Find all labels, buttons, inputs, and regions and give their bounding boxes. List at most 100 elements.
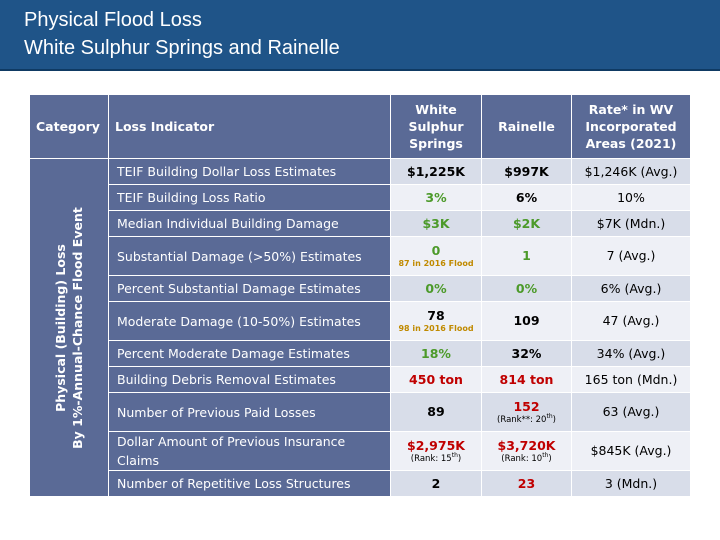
- wss-cell: $2,975K (Rank: 15th): [390, 431, 482, 471]
- wss-cell: $1,225K: [390, 158, 482, 185]
- rainelle-cell: $997K: [481, 158, 572, 185]
- wss-cell-value: 18%: [421, 345, 451, 361]
- wss-cell-value: 0%: [425, 280, 447, 296]
- wv-rate-cell: $845K (Avg.): [571, 431, 691, 471]
- wss-cell-value: 78: [427, 308, 445, 323]
- rank-text: (Rank**: 20: [497, 414, 547, 425]
- header-white-sulphur-springs: White Sulphur Springs: [390, 94, 482, 159]
- category-line-1: Physical (Building) Loss: [53, 243, 68, 412]
- wss-cell: 0%: [390, 275, 482, 302]
- wss-cell: $3K: [390, 210, 482, 237]
- table-row: Percent Substantial Damage Estimates 0% 0%…: [30, 275, 691, 302]
- rainelle-cell-value: 1: [522, 248, 531, 263]
- rainelle-cell: $2K: [481, 210, 572, 237]
- wv-rate-cell: 3 (Mdn.): [571, 470, 691, 497]
- table-body: Physical (Building) Loss By 1%-Annual-Cha…: [29, 158, 691, 497]
- wv-rate-cell: $1,246K (Avg.): [571, 158, 691, 185]
- loss-indicator-cell: Median Individual Building Damage: [108, 210, 391, 237]
- rainelle-cell-value: $997K: [504, 163, 549, 179]
- wss-cell-value: 89: [427, 404, 445, 419]
- rainelle-cell-value: $2K: [512, 215, 541, 231]
- rank-text: (Rank: 10: [501, 453, 543, 464]
- wv-rate-cell: 6% (Avg.): [571, 275, 691, 302]
- rainelle-cell-rank: (Rank: 10th): [486, 451, 567, 465]
- loss-indicator-cell: Dollar Amount of Previous Insurance Clai…: [108, 431, 391, 471]
- rainelle-cell-value: 0%: [515, 280, 538, 296]
- rainelle-cell: $3,720K (Rank: 10th): [481, 431, 572, 471]
- wss-cell: 0 87 in 2016 Flood: [390, 236, 482, 276]
- rainelle-cell: 32%: [481, 340, 572, 367]
- wss-cell: 78 98 in 2016 Flood: [390, 301, 482, 341]
- wss-cell-flood-note: 87 in 2016 Flood: [398, 259, 474, 268]
- header-rate-wv: Rate* in WV Incorporated Areas (2021): [571, 94, 691, 159]
- rank-ordinal: th: [451, 451, 458, 459]
- wv-rate-cell: 47 (Avg.): [571, 301, 691, 341]
- category-label: Physical (Building) Loss By 1%-Annual-Cha…: [52, 207, 86, 449]
- rank-close: ): [548, 453, 552, 464]
- loss-indicator-cell: Percent Moderate Damage Estimates: [108, 340, 391, 367]
- wss-cell-value: 450 ton: [409, 371, 463, 387]
- rank-text: (Rank: 15: [410, 453, 452, 464]
- wss-cell: 450 ton: [390, 366, 482, 393]
- header-rainelle: Rainelle: [481, 94, 572, 159]
- wss-cell-rank: (Rank: 15th): [395, 451, 477, 465]
- loss-indicator-cell: Building Debris Removal Estimates: [108, 366, 391, 393]
- rank-ordinal: th: [546, 412, 553, 420]
- table-row: Median Individual Building Damage $3K $2K $…: [30, 210, 691, 237]
- wss-cell-value: $1,225K: [407, 163, 465, 179]
- slide-title-line-1: Physical Flood Loss: [24, 9, 202, 31]
- wv-rate-cell: 10%: [571, 184, 691, 211]
- rainelle-cell-value: 152: [513, 398, 540, 414]
- table-row: Number of Previous Paid Losses 89 152 (Rank…: [30, 392, 691, 432]
- rainelle-cell: 23: [481, 470, 572, 497]
- wv-rate-cell: 7 (Avg.): [571, 236, 691, 276]
- table-row: Building Debris Removal Estimates 450 ton…: [30, 366, 691, 393]
- category-line-2: By 1%-Annual-Chance Flood Event: [70, 206, 85, 449]
- loss-indicator-cell: Substantial Damage (>50%) Estimates: [108, 236, 391, 276]
- table-row: Physical (Building) Loss By 1%-Annual-Cha…: [29, 158, 691, 497]
- wss-cell-value: 3%: [425, 189, 447, 205]
- wss-cell: 89: [390, 392, 482, 432]
- loss-indicator-cell: Number of Previous Paid Losses: [108, 392, 391, 432]
- wss-cell-value: 2: [431, 475, 441, 491]
- rainelle-cell: 814 ton: [481, 366, 572, 393]
- wss-cell: 3%: [390, 184, 482, 211]
- table-row: Moderate Damage (10-50%) Estimates 78 98 i…: [30, 301, 691, 341]
- wss-cell: 18%: [390, 340, 482, 367]
- header-loss-indicator: Loss Indicator: [108, 94, 391, 159]
- wv-rate-cell: 63 (Avg.): [571, 392, 691, 432]
- table-row: Substantial Damage (>50%) Estimates 0 87 i…: [30, 236, 691, 276]
- table-row: TEIF Building Loss Ratio 3% 6% 10%: [30, 184, 691, 211]
- wss-cell-value: 0: [431, 243, 441, 258]
- rank-close: ): [552, 414, 556, 425]
- loss-indicator-cell: Moderate Damage (10-50%) Estimates: [108, 301, 391, 341]
- wv-rate-cell: 165 ton (Mdn.): [571, 366, 691, 393]
- rainelle-cell-value: 32%: [511, 345, 542, 361]
- wv-rate-cell: 34% (Avg.): [571, 340, 691, 367]
- rainelle-cell-value: 6%: [515, 189, 538, 205]
- wss-cell: 2: [390, 470, 482, 497]
- loss-indicator-cell: Number of Repetitive Loss Structures: [108, 470, 391, 497]
- header-row: Category Loss Indicator White Sulphur Sp…: [29, 94, 691, 159]
- loss-indicator-cell: TEIF Building Dollar Loss Estimates: [108, 158, 391, 185]
- rainelle-cell: 0%: [481, 275, 572, 302]
- rank-close: ): [457, 453, 462, 464]
- slide-title-line-2: White Sulphur Springs and Rainelle: [24, 37, 340, 59]
- rainelle-cell-value: $3,720K: [497, 437, 556, 453]
- table-row: Dollar Amount of Previous Insurance Clai…: [30, 431, 691, 471]
- wss-cell-flood-note: 98 in 2016 Flood: [398, 324, 474, 333]
- loss-table: Category Loss Indicator White Sulphur Sp…: [29, 94, 691, 497]
- category-cell: Physical (Building) Loss By 1%-Annual-Cha…: [29, 158, 109, 497]
- rainelle-cell-value: 23: [517, 475, 536, 491]
- loss-indicator-cell: TEIF Building Loss Ratio: [108, 184, 391, 211]
- wss-cell-value: $2,975K: [407, 437, 465, 453]
- rainelle-cell-value: 109: [513, 313, 540, 328]
- header-category: Category: [29, 94, 109, 159]
- rainelle-cell: 1: [481, 236, 572, 276]
- rainelle-cell: 6%: [481, 184, 572, 211]
- table-row: Percent Moderate Damage Estimates 18% 32% 3…: [30, 340, 691, 367]
- rainelle-cell: 109: [481, 301, 572, 341]
- rank-ordinal: th: [542, 451, 549, 459]
- loss-indicator-cell: Percent Substantial Damage Estimates: [108, 275, 391, 302]
- rainelle-cell-value: 814 ton: [499, 371, 554, 387]
